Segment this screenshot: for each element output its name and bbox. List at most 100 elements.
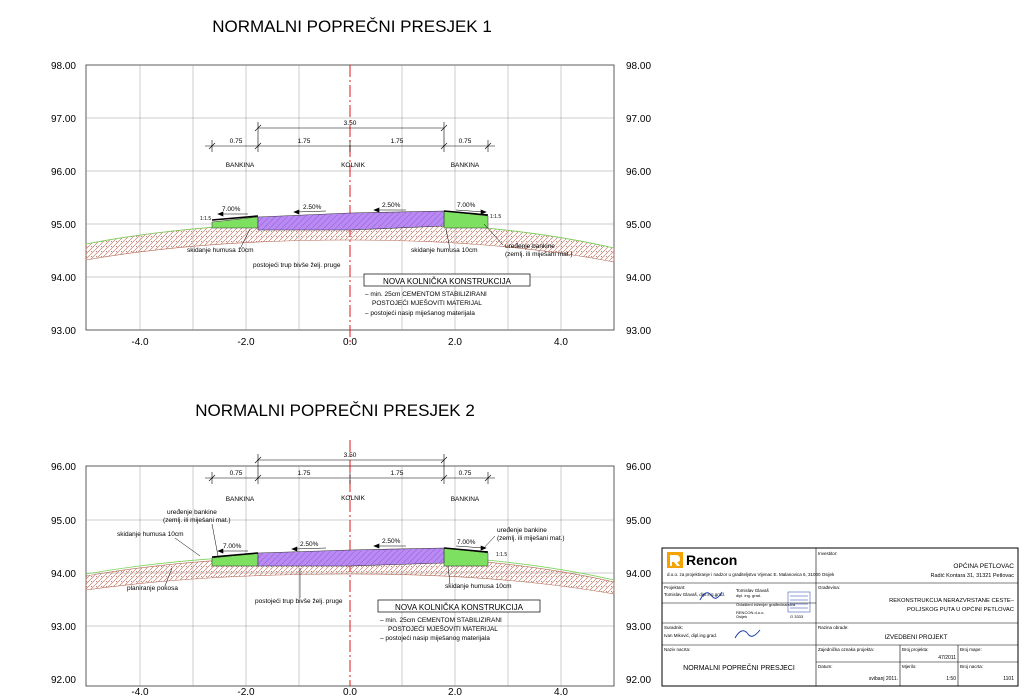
broj-nacrta-label: Broj nacrta: (960, 664, 983, 669)
mjerilo: 1:50 (946, 676, 956, 682)
y-axis-right: 98.00 97.00 96.00 95.00 94.00 93.00 (626, 61, 651, 337)
y-tick-label: 93.00 (51, 326, 76, 337)
x-tick-label: 0.0 (343, 337, 357, 348)
note-planiranje: planiranje pokosa (127, 585, 178, 592)
title-block-frame (661, 547, 1019, 687)
y-tick-label: 98.00 (626, 61, 651, 72)
suradnik: Ivan Miković, dipl.ing.grad. (664, 633, 717, 638)
note-uredenje-2: (zemlj. ili miješani mat.) (505, 251, 573, 258)
slope-left-bank: 7.00% (223, 543, 242, 550)
broj-nacrta: 1101 (1003, 676, 1014, 682)
projektant: Tomislav Glavaš, dipl.ing.grad. (664, 592, 725, 597)
stamp-line-2: dipl. ing. grad. (736, 593, 761, 598)
dim-bank-right: 0.75 (459, 470, 472, 477)
y-tick-label: 97.00 (51, 114, 76, 125)
mjerilo-label: Mjerilo: (902, 664, 917, 669)
leader-lines (239, 223, 504, 250)
bankina-top-right (443, 210, 489, 216)
dimension-lines (205, 454, 495, 484)
investitor-2: Radić Kontara 31, 31321 Petlovac (931, 573, 1015, 579)
y-tick-label: 94.00 (51, 569, 76, 580)
dim-total: 3.50 (344, 120, 357, 127)
zop-label: Zajednička oznaka projekta: (818, 647, 874, 652)
dim-half-left: 1.75 (298, 470, 311, 477)
konstrukcija-title: NOVA KOLNIČKA KONSTRUKCIJA (383, 277, 512, 286)
dim-total: 3.50 (344, 452, 357, 459)
company-sub: d.o.o. za projektiranje i nadzor u gradi… (667, 572, 835, 577)
investitor-1: OPĆINA PETLOVAC (953, 561, 1014, 570)
label-bankina-left: BANKINA (226, 496, 255, 503)
note-skid-right: skidanje humusa 10cm (411, 247, 477, 254)
bankina-top-left (211, 215, 259, 221)
note-uredenje-left-2: (zemlj. ili miješani mat.) (163, 517, 231, 524)
konstrukcija-title: NOVA KOLNIČKA KONSTRUKCIJA (395, 603, 524, 612)
x-tick-label: 0.0 (343, 687, 357, 698)
gradevina-2: POLJSKOG PUTA U OPĆINI PETLOVAC (907, 606, 1014, 613)
gradevina-label: Građevina: (818, 585, 840, 590)
leader-lines (164, 523, 496, 598)
y-axis-right: 96.00 95.00 94.00 93.00 92.00 (626, 462, 651, 686)
note-trup: postojeći trup bivše želj. pruge (255, 598, 343, 605)
naziv-label: Naziv nacrta: (664, 647, 690, 652)
y-tick-label: 98.00 (51, 61, 76, 72)
konstrukcija-line-3: – postojeći nasip miješanog materijala (380, 635, 490, 642)
section-1-title: NORMALNI POPREČNI PRESJEK 1 (212, 17, 492, 36)
company-name: Rencon (686, 552, 737, 568)
note-skid-right: skidanje humusa 10cm (445, 583, 511, 590)
stamp-line-5: Osijek (736, 614, 747, 619)
broj-projekta: 47/2011 (938, 655, 956, 661)
y-tick-label: 95.00 (626, 516, 651, 527)
gradevina-1: REKONSTRUKCIJA NERAZVRSTANE CESTE– (889, 598, 1015, 604)
konstrukcija-line-2: POSTOJEĆI MJEŠOVITI MATERIJAL (388, 624, 498, 633)
x-axis: -4.0 -2.0 0.0 2.0 4.0 (131, 337, 568, 348)
y-tick-label: 96.00 (51, 167, 76, 178)
embank-right: 1:1.5 (496, 552, 507, 558)
slope-right-lane: 2.50% (382, 538, 401, 545)
konstrukcija-line-3: – postojeći nasip miješanog materijala (365, 310, 475, 317)
konstrukcija-box (363, 273, 531, 287)
slope-left-lane: 2.50% (303, 204, 322, 211)
note-uredenje-right-2: (zemlj. ili miješani mat.) (497, 535, 565, 542)
note-uredenje-1: uređenje bankine (505, 243, 555, 250)
x-tick-label: 4.0 (554, 337, 568, 348)
suradnik-label: Suradnik: (664, 625, 683, 630)
stamp-number: G 3333 (790, 614, 804, 619)
y-tick-label: 95.00 (626, 220, 651, 231)
stamp-icon (787, 591, 811, 613)
y-axis-left: 96.00 95.00 94.00 93.00 92.00 (51, 462, 76, 686)
x-tick-label: 4.0 (554, 687, 568, 698)
y-tick-label: 93.00 (51, 622, 76, 633)
dim-bank-left: 0.75 (230, 470, 243, 477)
konstrukcija-line-2: POSTOJEĆI MJEŠOVITI MATERIJAL (372, 298, 482, 307)
y-tick-label: 95.00 (51, 516, 76, 527)
title-block-grid (662, 548, 1018, 686)
section-2-title: NORMALNI POPREČNI PRESJEK 2 (195, 401, 475, 420)
label-kolnik: KOLNIK (341, 162, 366, 169)
dim-half-left: 1.75 (298, 138, 311, 145)
slope-arrows (217, 543, 487, 554)
slope-left-lane: 2.50% (300, 541, 319, 548)
datum: svibanj 2011. (869, 676, 898, 682)
x-tick-label: 2.0 (448, 687, 462, 698)
pavement (257, 547, 445, 567)
y-tick-label: 95.00 (51, 220, 76, 231)
naziv: NORMALNI POPREČNI PRESJECI (683, 663, 795, 672)
slope-right-lane: 2.50% (382, 202, 401, 209)
y-tick-label: 94.00 (626, 569, 651, 580)
konstrukcija-line-1: – min. 25cm CEMENTOM STABILIZIRANI (380, 617, 502, 624)
stamp-line-1: Tomislav Glavaš (736, 588, 770, 593)
note-trup: postojeći trup bivše želj. pruge (253, 262, 341, 269)
x-tick-label: -2.0 (237, 337, 255, 348)
y-tick-label: 93.00 (626, 622, 651, 633)
bankina-top-left (211, 552, 259, 558)
label-bankina-right: BANKINA (451, 162, 480, 169)
y-tick-label: 94.00 (51, 273, 76, 284)
x-tick-label: -2.0 (237, 687, 255, 698)
stamp-line-3: Ovlašteni inženjer građevinarstva (736, 602, 796, 607)
note-uredenje-left-1: uređenje bankine (167, 509, 217, 516)
note-skid-left: skidanje humusa 10cm (117, 531, 183, 538)
x-tick-label: -4.0 (131, 337, 149, 348)
y-tick-label: 92.00 (51, 675, 76, 686)
slope-right-bank: 7.00% (457, 202, 476, 209)
